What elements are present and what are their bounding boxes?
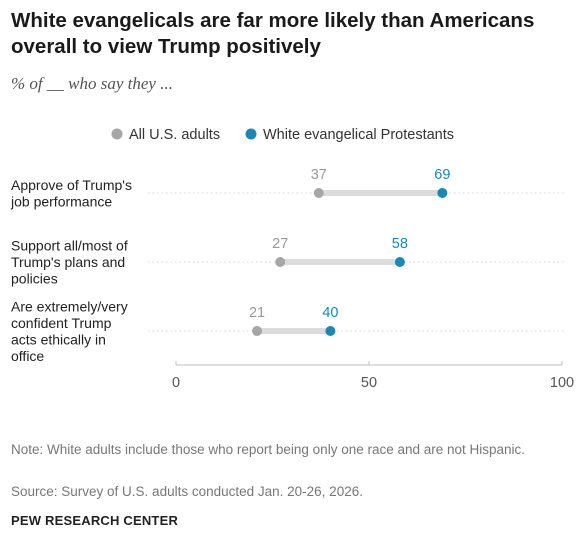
chart-source: Source: Survey of U.S. adults conducted …: [11, 484, 363, 499]
value-label-all-adults: 21: [249, 305, 265, 321]
legend: All U.S. adults White evangelical Protes…: [111, 127, 454, 143]
category-label: Approve of Trump's: [11, 177, 132, 193]
dot-white-evangelical: [394, 257, 405, 267]
category-label: job performance: [10, 193, 112, 209]
legend-marker-all-adults: [111, 128, 123, 140]
x-axis: 0 50 100: [172, 361, 574, 391]
dot-plot: All U.S. adults White evangelical Protes…: [10, 127, 574, 391]
brand-logotype: PEW RESEARCH CENTER: [11, 513, 179, 528]
legend-label-all-adults: All U.S. adults: [129, 127, 220, 143]
dot-white-evangelical: [437, 188, 448, 198]
category-label: Support all/most of: [11, 238, 128, 254]
category-label: acts ethically in: [11, 331, 106, 347]
value-label-white-evangelical: 69: [434, 167, 450, 183]
category-label: Trump's plans and: [11, 254, 125, 270]
value-label-all-adults: 27: [272, 236, 288, 252]
chart-subtitle: % of __ who say they ...: [11, 74, 173, 93]
dot-all-adults: [252, 326, 263, 336]
x-tick-label: 50: [361, 375, 377, 391]
category-label: confident Trump: [11, 315, 112, 331]
chart-title: White evangelicals are far more likely t…: [11, 9, 535, 58]
value-label-all-adults: 37: [311, 167, 327, 183]
dot-white-evangelical: [325, 326, 336, 336]
x-tick-label: 0: [172, 375, 180, 391]
legend-marker-white-evangelical: [245, 128, 257, 140]
legend-label-white-evangelical: White evangelical Protestants: [263, 127, 454, 143]
category-label: Are extremely/very: [11, 298, 128, 314]
chart-note: Note: White adults include those who rep…: [11, 442, 526, 457]
dot-all-adults: [313, 188, 324, 198]
value-label-white-evangelical: 58: [392, 236, 408, 252]
x-tick-label: 100: [550, 375, 574, 391]
dot-all-adults: [275, 257, 286, 267]
value-label-white-evangelical: 40: [322, 305, 338, 321]
category-label: office: [11, 348, 44, 364]
category-label: policies: [11, 271, 58, 287]
